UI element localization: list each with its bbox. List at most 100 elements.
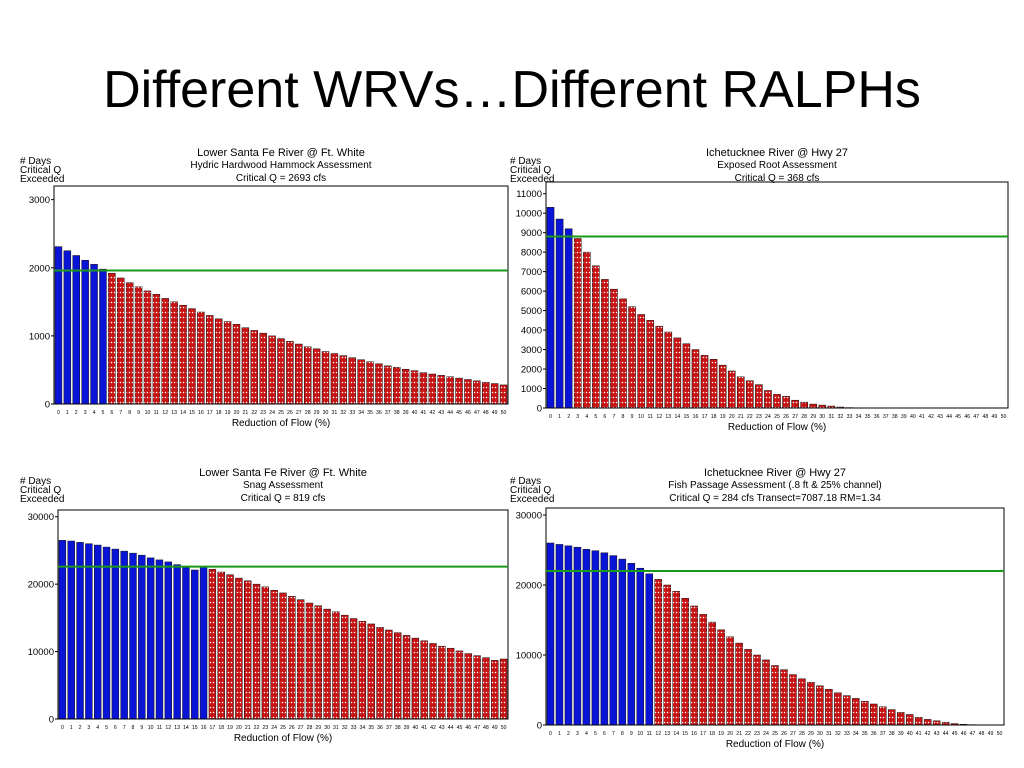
slide-title: Different WRVs…Different RALPHs: [103, 61, 921, 119]
x-tick-label: 32: [342, 725, 348, 731]
x-tick-label: 38: [892, 414, 898, 420]
x-tick-label: 35: [865, 414, 871, 420]
x-tick-label: 31: [826, 731, 832, 737]
x-tick-label: 29: [315, 725, 321, 731]
y-axis-label-line: # Days: [20, 156, 51, 167]
x-axis-label: Reduction of Flow (%): [728, 422, 826, 433]
y-tick-label: 3000: [521, 345, 542, 356]
bar: [120, 550, 128, 720]
x-tick-label: 47: [970, 731, 976, 737]
x-tick-label: 6: [110, 410, 113, 416]
bar: [305, 602, 314, 720]
bar: [188, 308, 196, 405]
x-tick-label: 29: [810, 414, 816, 420]
x-tick-label: 38: [395, 725, 401, 731]
bar: [914, 717, 923, 726]
x-tick-label: 16: [201, 725, 207, 731]
y-tick-label: 10000: [516, 651, 542, 662]
bar: [726, 636, 734, 726]
bar: [736, 376, 745, 409]
bar: [111, 548, 120, 720]
x-tick-label: 42: [430, 725, 436, 731]
bar: [72, 255, 80, 405]
x-tick-label: 28: [307, 725, 313, 731]
bar: [393, 366, 401, 405]
x-tick-label: 8: [128, 410, 131, 416]
bar: [385, 629, 393, 720]
x-tick-label: 28: [801, 414, 807, 420]
y-tick-label: 30000: [28, 512, 54, 523]
x-tick-label: 24: [763, 731, 769, 737]
bar: [134, 286, 143, 405]
x-tick-label: 6: [603, 414, 606, 420]
y-tick-label: 0: [537, 721, 542, 732]
bar: [852, 698, 860, 726]
bar: [179, 304, 187, 405]
y-tick-label: 2000: [521, 365, 542, 376]
bar: [226, 574, 234, 720]
bar: [366, 361, 374, 405]
chart-title: Lower Santa Fe River @ Ft. White: [199, 467, 367, 479]
bar: [152, 294, 161, 405]
x-tick-label: 12: [656, 414, 662, 420]
x-tick-label: 38: [889, 731, 895, 737]
x-tick-label: 2: [567, 414, 570, 420]
plot-frame: [545, 181, 1009, 409]
x-tick-label: 5: [105, 725, 108, 731]
x-tick-label: 5: [102, 410, 105, 416]
x-tick-label: 4: [585, 731, 588, 737]
bar: [672, 591, 680, 726]
bar: [600, 552, 609, 726]
y-tick-label: 7000: [521, 267, 542, 278]
bar: [744, 649, 752, 726]
x-tick-label: 20: [729, 414, 735, 420]
x-tick-label: 5: [594, 731, 597, 737]
bar: [199, 566, 208, 720]
x-tick-label: 15: [684, 414, 690, 420]
x-tick-label: 12: [162, 410, 168, 416]
x-tick-label: 31: [333, 725, 339, 731]
x-tick-label: 46: [961, 731, 967, 737]
bar: [437, 375, 445, 405]
y-axis-label-line: # Days: [510, 476, 541, 487]
bar: [125, 282, 134, 405]
x-tick-label: 48: [982, 414, 988, 420]
bar: [90, 264, 98, 405]
bar: [619, 298, 627, 409]
x-tick-label: 7: [119, 410, 122, 416]
bar: [780, 669, 788, 726]
x-tick-label: 49: [988, 731, 994, 737]
bar: [773, 394, 781, 409]
x-tick-label: 37: [385, 410, 391, 416]
bar: [673, 337, 682, 409]
x-tick-label: 42: [429, 410, 435, 416]
x-tick-label: 14: [183, 725, 189, 731]
chart-critical-q: Critical Q = 284 cfs Transect=7087.18 RM…: [669, 493, 881, 504]
y-axis-label-line: Critical Q: [20, 165, 61, 176]
x-tick-label: 26: [781, 731, 787, 737]
bar: [682, 343, 691, 409]
y-tick-label: 3000: [29, 195, 50, 206]
x-tick-label: 32: [835, 731, 841, 737]
x-tick-label: 41: [919, 414, 925, 420]
x-tick-label: 29: [808, 731, 814, 737]
bar: [232, 324, 241, 405]
chart-title: Ichetucknee River @ Hwy 27: [706, 147, 848, 159]
x-tick-label: 47: [973, 414, 979, 420]
bar: [155, 559, 164, 720]
y-axis-label-line: Exceeded: [510, 174, 554, 185]
bar: [816, 685, 824, 726]
bar: [681, 598, 689, 726]
x-tick-label: 38: [394, 410, 400, 416]
bar: [718, 364, 727, 409]
x-tick-label: 48: [483, 410, 489, 416]
x-tick-label: 16: [693, 414, 699, 420]
bar: [349, 618, 358, 720]
y-axis-label-line: Exceeded: [20, 174, 64, 185]
bar: [491, 660, 499, 720]
x-tick-label: 13: [171, 410, 177, 416]
x-tick-label: 1: [66, 410, 69, 416]
bar: [261, 586, 270, 720]
